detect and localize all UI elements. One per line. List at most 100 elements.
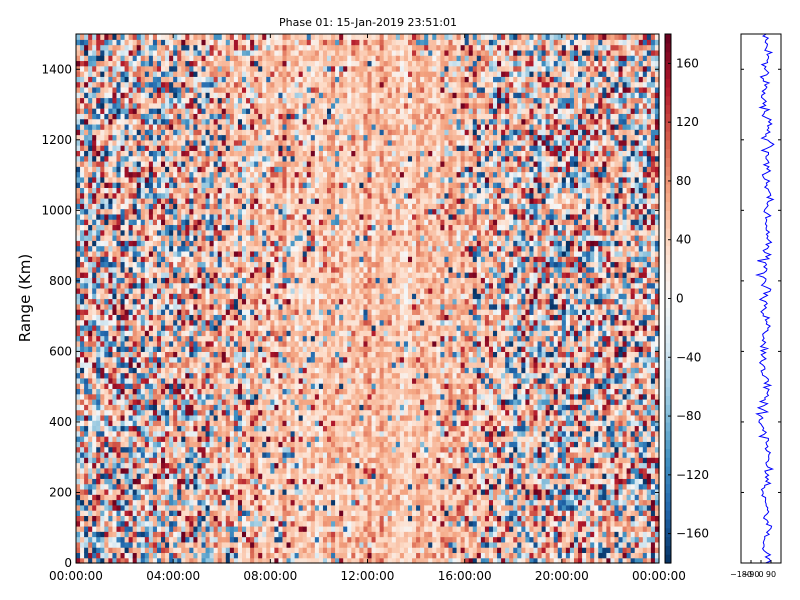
heatmap-cell: [161, 430, 166, 437]
heatmap-cell: [225, 187, 231, 194]
heatmap-cell: [237, 155, 243, 162]
heatmap-cell: [213, 510, 219, 516]
heatmap-cell: [96, 409, 101, 416]
heatmap-cell: [144, 504, 150, 511]
heatmap-cell: [246, 462, 251, 469]
heatmap-cell: [116, 473, 122, 479]
heatmap-cell: [116, 261, 122, 268]
heatmap-cell: [185, 520, 190, 527]
heatmap-cell: [108, 203, 114, 210]
heatmap-cell: [161, 409, 166, 416]
heatmap-cell: [104, 436, 109, 442]
heatmap-cell: [92, 557, 97, 564]
heatmap-cell: [201, 467, 207, 474]
heatmap-cell: [181, 129, 186, 136]
heatmap-cell: [128, 414, 134, 421]
heatmap-cell: [128, 483, 134, 490]
heatmap-cell: [92, 266, 97, 273]
heatmap-cell: [221, 404, 227, 411]
heatmap-cell: [156, 483, 162, 490]
heatmap-cell: [120, 293, 126, 300]
heatmap-cell: [140, 372, 146, 379]
heatmap-cell: [205, 92, 211, 99]
heatmap-cell: [120, 377, 126, 384]
heatmap-cell: [221, 203, 227, 210]
heatmap-cell: [104, 510, 109, 516]
heatmap-cell: [246, 192, 251, 199]
heatmap-cell: [120, 557, 126, 564]
heatmap-cell: [80, 55, 85, 62]
heatmap-cell: [161, 282, 166, 289]
heatmap-cell: [274, 372, 280, 379]
heatmap-cell: [177, 330, 182, 337]
heatmap-cell: [229, 520, 235, 527]
heatmap-cell: [217, 319, 223, 326]
heatmap-cell: [209, 340, 215, 347]
heatmap-cell: [205, 256, 211, 263]
heatmap-cell: [177, 203, 182, 210]
heatmap-cell: [241, 335, 247, 342]
heatmap-cell: [177, 372, 182, 379]
heatmap-cell: [173, 65, 178, 72]
heatmap-cell: [217, 49, 223, 56]
heatmap-cell: [177, 467, 182, 474]
heatmap-cell: [181, 272, 186, 278]
heatmap-cell: [225, 351, 231, 358]
heatmap-cell: [237, 245, 243, 252]
heatmap-cell: [132, 372, 138, 379]
heatmap-cell: [197, 245, 203, 252]
heatmap-cell: [213, 319, 219, 326]
heatmap-cell: [96, 393, 101, 400]
heatmap-cell: [92, 34, 97, 40]
heatmap-cell: [266, 393, 271, 400]
heatmap-cell: [132, 499, 138, 506]
heatmap-cell: [241, 446, 247, 453]
heatmap-cell: [241, 55, 247, 62]
heatmap-cell: [270, 525, 275, 532]
heatmap-cell: [92, 123, 97, 130]
heatmap-cell: [213, 414, 219, 421]
heatmap-cell: [161, 293, 166, 300]
heatmap-cell: [270, 160, 275, 167]
heatmap-cell: [76, 92, 81, 99]
heatmap-cell: [156, 118, 162, 125]
heatmap-cell: [104, 457, 109, 464]
heatmap-cell: [148, 203, 154, 210]
heatmap-cell: [262, 224, 267, 231]
heatmap-cell: [112, 467, 118, 474]
heatmap-cell: [217, 65, 223, 72]
heatmap-cell: [246, 261, 251, 268]
heatmap-cell: [246, 457, 251, 464]
heatmap-cell: [124, 488, 130, 495]
heatmap-cell: [100, 541, 105, 548]
heatmap-cell: [181, 346, 186, 352]
heatmap-cell: [241, 303, 247, 310]
heatmap-cell: [112, 171, 118, 178]
heatmap-cell: [201, 488, 207, 495]
heatmap-cell: [96, 229, 101, 236]
heatmap-cell: [76, 319, 81, 326]
heatmap-cell: [84, 65, 89, 72]
heatmap-cell: [165, 197, 170, 204]
heatmap-cell: [124, 557, 130, 564]
heatmap-cell: [262, 266, 267, 273]
heatmap-cell: [165, 499, 170, 506]
heatmap-cell: [132, 55, 138, 62]
heatmap-cell: [96, 541, 101, 548]
heatmap-cell: [213, 155, 219, 162]
heatmap-cell: [92, 478, 97, 485]
heatmap-cell: [205, 287, 211, 294]
heatmap-cell: [274, 182, 280, 189]
heatmap-cell: [152, 319, 158, 326]
heatmap-cell: [254, 108, 259, 114]
heatmap-cell: [274, 547, 280, 554]
heatmap-cell: [165, 488, 170, 495]
heatmap-cell: [92, 102, 97, 109]
heatmap-cell: [254, 213, 259, 220]
heatmap-cell: [189, 118, 195, 125]
heatmap-cell: [213, 213, 219, 220]
heatmap-cell: [233, 499, 239, 506]
heatmap-cell: [104, 176, 109, 183]
heatmap-cell: [213, 71, 219, 77]
heatmap-cell: [108, 282, 114, 289]
